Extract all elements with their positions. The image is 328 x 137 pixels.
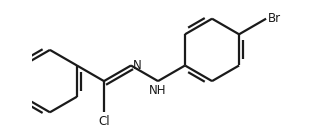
Text: N: N	[133, 59, 141, 72]
Text: Cl: Cl	[98, 115, 110, 128]
Text: Br: Br	[268, 12, 281, 25]
Text: NH: NH	[149, 84, 167, 97]
